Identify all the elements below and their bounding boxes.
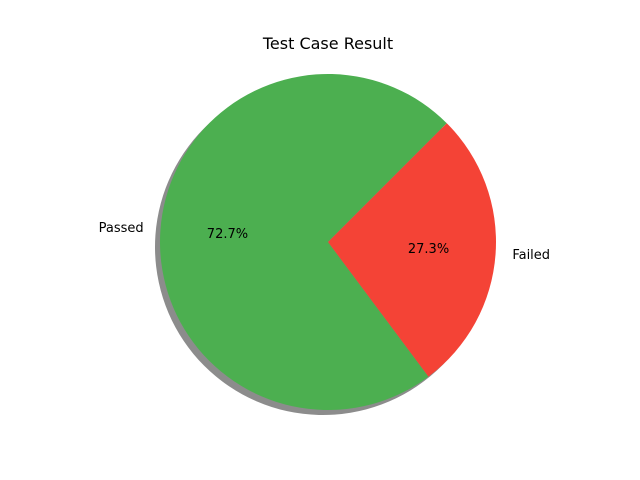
slice-percent-passed: 72.7% [207, 227, 248, 242]
pie-labels: Passed 72.7% Failed 27.3% [99, 221, 550, 263]
chart-title: Test Case Result [262, 34, 393, 53]
slice-label-passed: Passed [99, 221, 144, 236]
slice-label-failed: Failed [512, 248, 550, 263]
pie-slices [160, 73, 497, 410]
pie-slice-failed [328, 123, 497, 377]
slice-percent-failed: 27.3% [408, 242, 449, 257]
pie-slice-passed [160, 73, 447, 410]
